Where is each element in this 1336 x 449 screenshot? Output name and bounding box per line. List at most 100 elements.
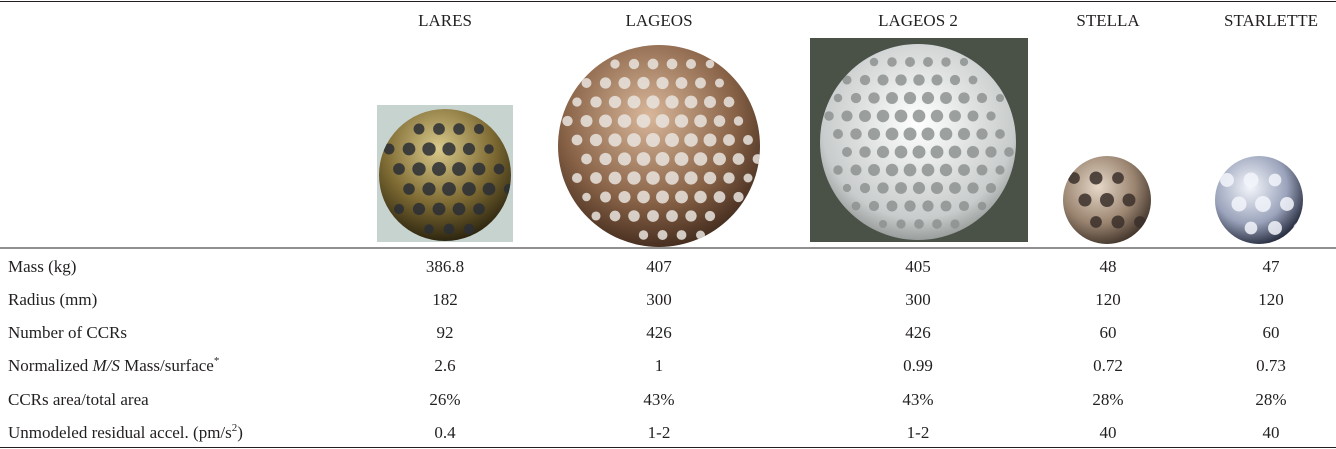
retroreflector [842,147,852,157]
retroreflector [859,182,871,194]
retroreflector [921,91,935,105]
retroreflector [885,163,899,177]
retroreflector [695,230,706,240]
satellite-image [1063,156,1151,244]
retroreflector [912,145,926,159]
retroreflector [995,129,1005,139]
retroreflector [948,145,962,159]
retroreflector [412,162,426,176]
retroreflector [482,182,496,196]
retroreflector [868,200,880,212]
retroreflector [850,128,862,140]
retroreflector [665,133,679,147]
sphere [379,109,511,241]
retroreflector [921,127,935,141]
retroreflector [886,92,898,104]
retroreflector [905,57,915,67]
retroreflector [1243,172,1259,188]
retroreflector [895,74,907,86]
retroreflector [610,59,620,69]
retroreflector [684,133,698,147]
retroreflector [877,74,889,86]
retroreflector [885,127,899,141]
retroreflector [743,135,753,145]
table-cell: 28% [1092,390,1123,409]
retroreflector [627,133,641,147]
retroreflector [713,115,726,127]
retroreflector [628,58,640,70]
retroreflector [1268,221,1282,235]
row-label: Radius (mm) [8,290,97,309]
retroreflector [580,114,593,128]
retroreflector [695,77,706,89]
table-cell: 386.8 [426,257,464,276]
retroreflector [503,183,511,195]
retroreflector [851,201,861,211]
retroreflector [591,211,601,221]
retroreflector [571,134,583,146]
retroreflector [940,92,952,104]
retroreflector [608,95,622,109]
retroreflector [694,190,707,204]
retroreflectors [383,123,511,235]
retroreflector [824,111,834,121]
retroreflector [1244,221,1258,235]
table-cell: 0.99 [903,356,933,375]
table-cell: 48 [1100,257,1117,276]
table-cell: 405 [905,257,931,276]
retroreflector [894,109,908,123]
retroreflector [977,201,987,211]
table-cell: 120 [1258,290,1284,309]
retroreflector [674,114,689,128]
retroreflector [637,190,650,204]
retroreflector [618,76,631,90]
retroreflector [1220,173,1234,187]
retroreflector [442,142,456,156]
retroreflector [967,182,979,194]
retroreflector [733,191,744,203]
retroreflector [473,123,485,135]
row-label: Normalized M/S Mass/surface* [8,355,219,375]
table-cell: 426 [646,323,672,342]
retroreflector [452,202,466,216]
retroreflector [940,200,952,212]
retroreflector [752,154,760,164]
retroreflector [666,58,678,70]
table-cell: 92 [437,323,454,342]
retroreflector [1090,216,1102,228]
retroreflector [463,223,475,235]
retroreflector [985,182,997,194]
retroreflector [930,109,944,123]
retroreflector [1089,171,1103,185]
column-header: LAGEOS [625,11,692,30]
retroreflector [1004,147,1014,157]
retroreflector [618,190,631,204]
retroreflector [733,116,744,126]
retroreflector [1111,215,1125,229]
retroreflector [646,133,660,147]
retroreflector [904,200,916,212]
retroreflector [693,152,708,166]
table-cell: 40 [1100,423,1117,442]
retroreflector [674,152,689,166]
retroreflector [985,146,997,158]
retroreflector [912,109,926,123]
retroreflector [995,93,1005,103]
retroreflector [589,133,603,147]
retroreflector [628,210,640,222]
retroreflector [666,210,678,222]
row-label: Mass (kg) [8,257,76,276]
retroreflector [949,74,961,86]
table-cell: 0.72 [1093,356,1123,375]
retroreflector [703,95,717,109]
table-cell: 43% [902,390,933,409]
retroreflector [1293,222,1303,234]
retroreflector [833,129,843,139]
retroreflector [493,163,505,175]
retroreflector [894,145,908,159]
retroreflector [876,145,890,159]
retroreflector [472,162,486,176]
retroreflector [723,172,735,184]
table-cell: 2.6 [434,356,455,375]
sphere [558,45,760,247]
